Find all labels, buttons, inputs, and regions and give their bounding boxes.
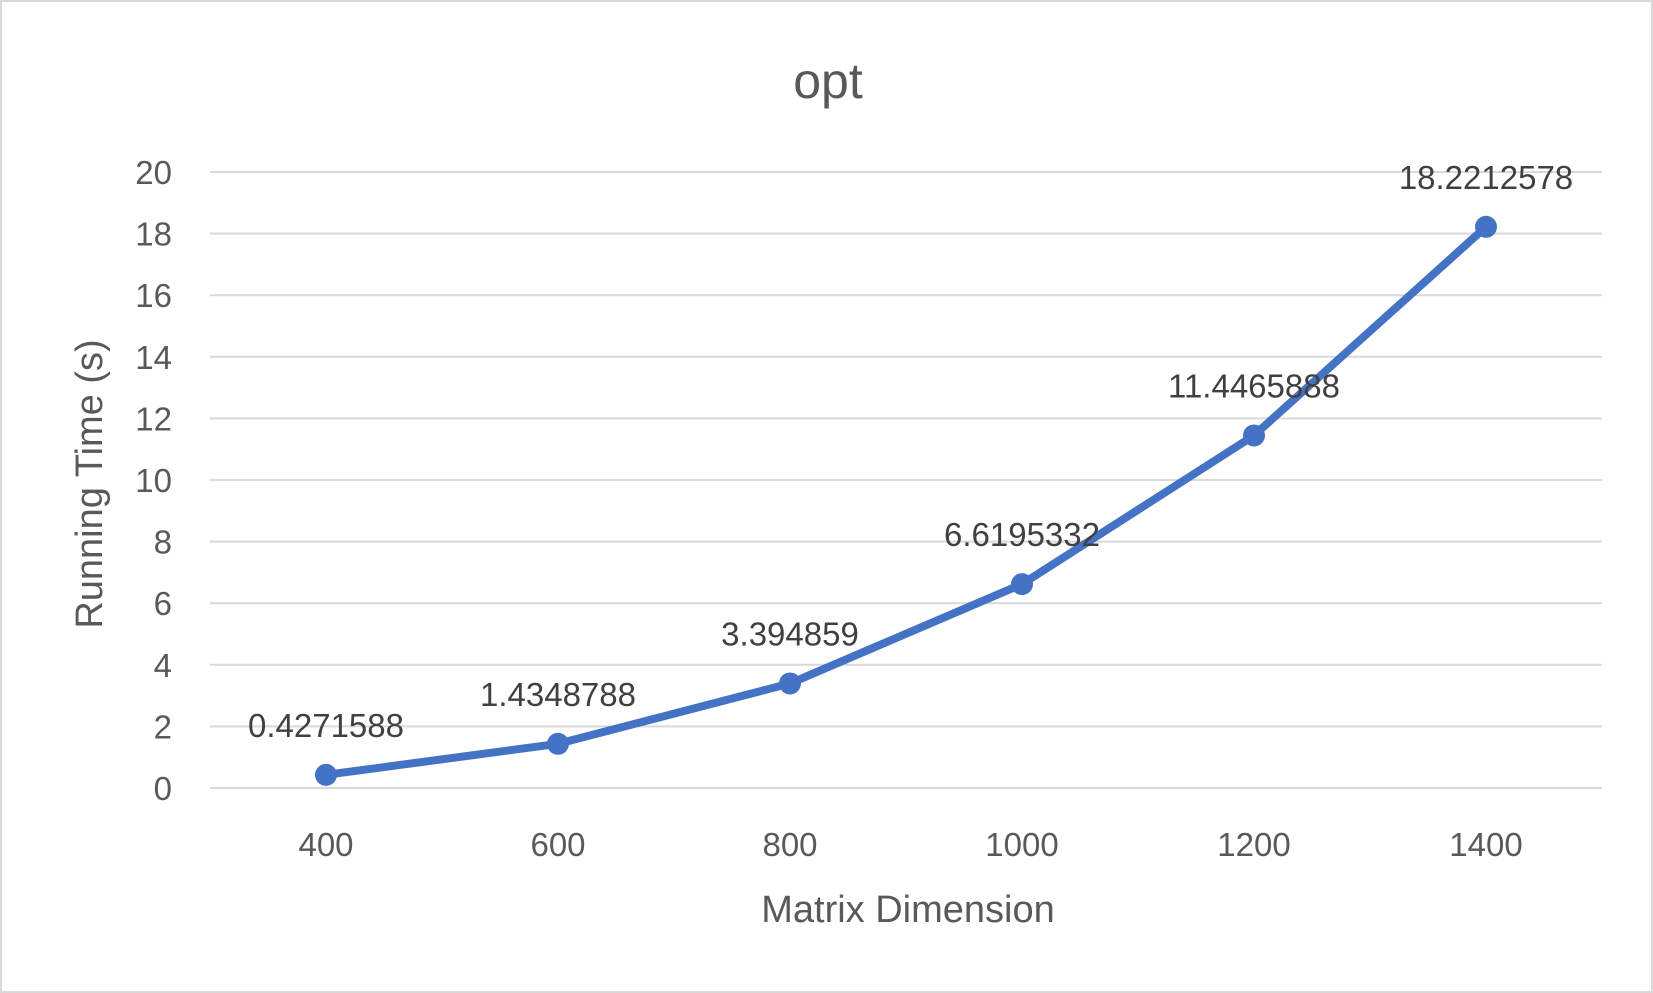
x-tick-label: 400 [298,826,353,863]
data-point [1243,424,1265,447]
y-tick-label: 6 [154,585,172,622]
series-line [322,222,1490,779]
y-tick-label: 12 [135,400,172,437]
series-layer [315,215,1497,786]
chart-title: opt [793,53,863,109]
data-label: 6.6195332 [944,516,1100,553]
data-label: 11.4465888 [1168,367,1340,404]
x-axis-title: Matrix Dimension [761,889,1055,931]
y-tick-label: 4 [154,647,172,684]
y-tick-label: 16 [135,277,172,314]
data-label: 3.394859 [721,615,859,652]
data-point [315,763,337,786]
data-point [1475,215,1497,238]
y-tick-label: 0 [154,770,172,807]
y-tick-label: 10 [135,462,172,499]
y-tick-label: 2 [154,708,172,745]
y-tick-label: 20 [135,154,172,191]
data-point [779,672,801,695]
y-axis-ticks: 0 2 4 6 8 10 12 14 16 18 20 [135,154,172,807]
x-tick-label: 1400 [1449,826,1522,863]
x-tick-label: 600 [530,826,585,863]
x-tick-label: 1200 [1217,826,1290,863]
gridlines [210,171,1602,789]
y-tick-label: 14 [135,339,172,376]
data-label: 18.2212578 [1399,159,1573,196]
data-point [1011,573,1033,596]
x-axis-ticks: 400 600 800 1000 1200 1400 [298,826,1522,863]
x-tick-label: 1000 [985,826,1058,863]
data-label: 1.4348788 [480,676,636,713]
x-tick-label: 800 [762,826,817,863]
data-point [547,732,569,755]
y-tick-label: 18 [135,216,172,253]
data-label: 0.4271588 [248,707,404,744]
y-axis-title: Running Time (s) [69,339,111,628]
y-tick-label: 8 [154,524,172,561]
data-labels: 0.4271588 1.4348788 3.394859 6.6195332 11.44… [248,159,1573,744]
